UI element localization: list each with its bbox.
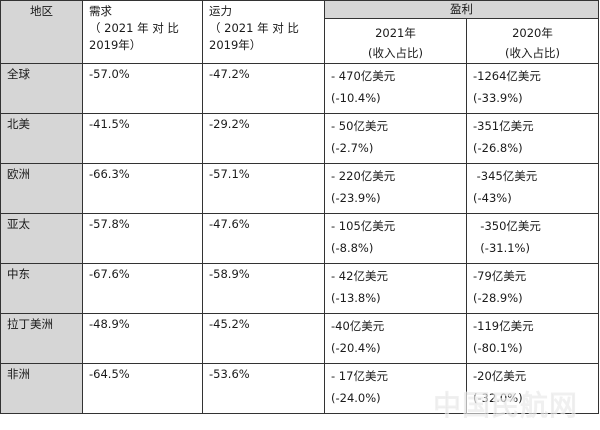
- capacity-cell: -53.6%: [202, 363, 325, 414]
- table-row: 亚太 -57.8% -47.6% - 105亿美元 (-8.8%) -350亿美…: [0, 213, 599, 264]
- profit-2020-value: -350亿美元: [473, 219, 541, 233]
- header-2021-sub: (收入占比): [368, 46, 423, 60]
- profit-2020-cell: -20亿美元 (-32.0%): [466, 363, 599, 414]
- header-capacity-sub2: 2019年）: [209, 38, 262, 52]
- demand-cell: -66.3%: [82, 163, 203, 214]
- profit-2020-value: -20亿美元: [473, 369, 527, 383]
- profit-2021-share: (-20.4%): [331, 341, 381, 355]
- profit-2021-value: - 220亿美元: [331, 169, 396, 183]
- table-row: 中东 -67.6% -58.9% - 42亿美元 (-13.8%) -79亿美元…: [0, 263, 599, 314]
- demand-cell: -41.5%: [82, 113, 203, 164]
- profit-2021-value: -40亿美元: [331, 319, 385, 333]
- table-row: 拉丁美洲 -48.9% -45.2% -40亿美元 (-20.4%) -119亿…: [0, 313, 599, 364]
- airline-region-table: 地区 需求 （ 2021 年 对 比 2019年） 运力 （ 2021 年 对 …: [0, 0, 599, 414]
- header-2020-sub: (收入占比): [505, 46, 560, 60]
- header-demand-sub2: 2019年）: [89, 38, 142, 52]
- profit-2020-value: -351亿美元: [473, 119, 534, 133]
- demand-cell: -48.9%: [82, 313, 203, 364]
- profit-2020-share: (-31.1%): [473, 241, 530, 255]
- profit-2021-share: (-23.9%): [331, 191, 381, 205]
- capacity-cell: -29.2%: [202, 113, 325, 164]
- profit-2021-cell: -40亿美元 (-20.4%): [324, 313, 467, 364]
- region-cell: 亚太: [0, 213, 83, 264]
- table-row: 全球 -57.0% -47.2% - 470亿美元 (-10.4%) -1264…: [0, 63, 599, 114]
- profit-2021-value: - 105亿美元: [331, 219, 396, 233]
- profit-2021-value: - 42亿美元: [331, 269, 388, 283]
- header-2020: 2020年 (收入占比): [466, 18, 599, 64]
- header-2021-title: 2021年: [375, 26, 416, 40]
- header-capacity-title: 运力: [209, 4, 232, 18]
- profit-2020-cell: -1264亿美元 (-33.9%): [466, 63, 599, 114]
- header-2021: 2021年 (收入占比): [324, 18, 467, 64]
- profit-2021-cell: - 105亿美元 (-8.8%): [324, 213, 467, 264]
- header-capacity-sub1: （ 2021 年 对 比: [209, 21, 299, 35]
- capacity-cell: -45.2%: [202, 313, 325, 364]
- header-demand-title: 需求: [89, 4, 112, 18]
- header-demand-sub1: （ 2021 年 对 比: [89, 21, 179, 35]
- header-capacity: 运力 （ 2021 年 对 比 2019年）: [202, 0, 325, 64]
- profit-2021-cell: - 17亿美元 (-24.0%): [324, 363, 467, 414]
- profit-2021-value: - 470亿美元: [331, 69, 396, 83]
- table-row: 非洲 -64.5% -53.6% - 17亿美元 (-24.0%) -20亿美元…: [0, 363, 599, 414]
- profit-2021-value: - 17亿美元: [331, 369, 388, 383]
- profit-2021-cell: - 50亿美元 (-2.7%): [324, 113, 467, 164]
- demand-cell: -57.0%: [82, 63, 203, 114]
- profit-2020-cell: -79亿美元 (-28.9%): [466, 263, 599, 314]
- profit-2021-share: (-2.7%): [331, 141, 374, 155]
- demand-cell: -64.5%: [82, 363, 203, 414]
- profit-2021-cell: - 42亿美元 (-13.8%): [324, 263, 467, 314]
- header-profit: 盈利: [324, 0, 599, 19]
- profit-2020-share: (-28.9%): [473, 291, 523, 305]
- capacity-cell: -47.2%: [202, 63, 325, 114]
- region-cell: 非洲: [0, 363, 83, 414]
- profit-2020-cell: -351亿美元 (-26.8%): [466, 113, 599, 164]
- region-cell: 全球: [0, 63, 83, 114]
- profit-2020-value: -119亿美元: [473, 319, 534, 333]
- profit-2020-share: (-26.8%): [473, 141, 523, 155]
- profit-2021-share: (-10.4%): [331, 91, 381, 105]
- header-region: 地区: [0, 0, 83, 64]
- profit-2020-share: (-33.9%): [473, 91, 523, 105]
- region-cell: 欧洲: [0, 163, 83, 214]
- region-cell: 北美: [0, 113, 83, 164]
- region-cell: 中东: [0, 263, 83, 314]
- capacity-cell: -47.6%: [202, 213, 325, 264]
- header-2020-title: 2020年: [512, 26, 553, 40]
- profit-2020-cell: -119亿美元 (-80.1%): [466, 313, 599, 364]
- profit-2021-cell: - 470亿美元 (-10.4%): [324, 63, 467, 114]
- profit-2021-value: - 50亿美元: [331, 119, 388, 133]
- table-row: 北美 -41.5% -29.2% - 50亿美元 (-2.7%) -351亿美元…: [0, 113, 599, 164]
- capacity-cell: -57.1%: [202, 163, 325, 214]
- profit-2021-share: (-13.8%): [331, 291, 381, 305]
- profit-2020-value: -345亿美元: [473, 169, 538, 183]
- profit-2020-cell: -345亿美元 (-43%): [466, 163, 599, 214]
- capacity-cell: -58.9%: [202, 263, 325, 314]
- table-row: 欧洲 -66.3% -57.1% - 220亿美元 (-23.9%) -345亿…: [0, 163, 599, 214]
- profit-2020-share: (-32.0%): [473, 391, 523, 405]
- profit-2021-share: (-8.8%): [331, 241, 374, 255]
- demand-cell: -57.8%: [82, 213, 203, 264]
- profit-2020-value: -1264亿美元: [473, 69, 541, 83]
- profit-2021-cell: - 220亿美元 (-23.9%): [324, 163, 467, 214]
- region-cell: 拉丁美洲: [0, 313, 83, 364]
- demand-cell: -67.6%: [82, 263, 203, 314]
- profit-2020-share: (-80.1%): [473, 341, 523, 355]
- profit-2020-cell: -350亿美元 (-31.1%): [466, 213, 599, 264]
- profit-2020-share: (-43%): [473, 191, 512, 205]
- profit-2021-share: (-24.0%): [331, 391, 381, 405]
- header-demand: 需求 （ 2021 年 对 比 2019年）: [82, 0, 203, 64]
- profit-2020-value: -79亿美元: [473, 269, 527, 283]
